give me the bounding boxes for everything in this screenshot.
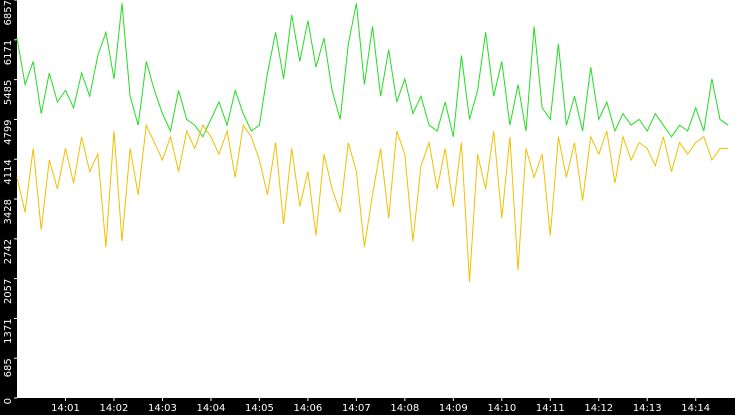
y-tick-label: 2742	[3, 239, 14, 264]
x-tick-label: 14:06	[293, 403, 322, 414]
x-tick-label: 14:14	[681, 403, 710, 414]
y-tick-label: 5485	[3, 80, 14, 105]
y-tick-label: 1371	[3, 318, 14, 343]
y-tick-label: 685	[3, 358, 14, 377]
x-tick-label: 14:08	[390, 403, 419, 414]
x-tick-label: 14:10	[487, 403, 516, 414]
x-tick-label: 14:12	[584, 403, 613, 414]
y-tick-label: 4114	[3, 159, 14, 184]
y-tick-label: 3428	[3, 199, 14, 224]
x-tick-label: 14:07	[342, 403, 371, 414]
series-line	[16, 3, 729, 138]
y-tick-label: 0	[3, 398, 14, 404]
x-tick-label: 14:11	[536, 403, 565, 414]
x-tick-label: 14:13	[633, 403, 662, 414]
x-tick-label: 14:04	[197, 403, 226, 414]
x-tick-label: 14:09	[439, 403, 468, 414]
y-tick-label: 2057	[3, 279, 14, 304]
x-tick-label: 14:01	[51, 403, 80, 414]
x-tick-label: 14:05	[245, 403, 274, 414]
y-axis-band	[0, 0, 17, 415]
x-axis-band	[0, 398, 735, 415]
y-tick-label: 4799	[3, 119, 14, 144]
x-tick-label: 14:03	[148, 403, 177, 414]
y-tick-label: 6857	[3, 0, 14, 25]
x-tick-label: 14:02	[100, 403, 129, 414]
series-line	[16, 123, 728, 282]
y-tick-label: 6171	[3, 40, 14, 65]
